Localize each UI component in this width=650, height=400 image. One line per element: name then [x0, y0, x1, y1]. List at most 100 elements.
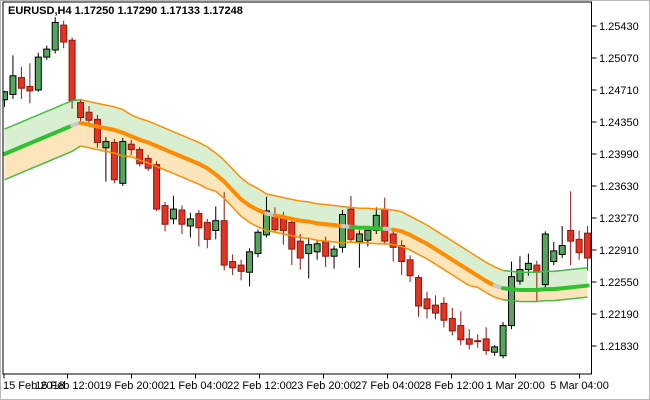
band-lower-line [80, 145, 90, 149]
band-upper-line [502, 269, 512, 273]
band-fill-lower [4, 122, 588, 302]
band-lower-line [477, 286, 487, 294]
candle-down [85, 106, 93, 125]
band-lower-line [435, 263, 445, 271]
candle-body [448, 317, 456, 332]
candle-up [305, 237, 313, 279]
band-lower-line [494, 296, 504, 301]
price-axis-label: 1.23990 [599, 149, 639, 161]
band-lower-line [409, 249, 419, 256]
candle-body [558, 245, 566, 255]
band-upper-line [317, 203, 326, 206]
candle-down [423, 291, 431, 319]
candle-down [93, 114, 101, 148]
candle-down [474, 334, 482, 348]
candle-body [415, 277, 423, 307]
band-upper-line [443, 235, 453, 242]
band-lower-line [88, 147, 98, 151]
envelope-band-lines [3, 99, 590, 303]
band-lower-line [562, 298, 571, 301]
price-axis[interactable]: 1.25430 1.25070 1.24710 1.24350 1.23990 1.236… [591, 21, 639, 353]
candle-body [431, 304, 439, 314]
price-axis-label: 1.23630 [599, 181, 639, 193]
band-lower-line [426, 258, 436, 265]
candle-down [347, 195, 355, 243]
band-lower-line [460, 279, 470, 287]
band-upper-line [325, 203, 335, 207]
candle-body [398, 245, 406, 263]
candle-body [195, 213, 203, 229]
candle-body [279, 218, 287, 231]
band-upper-line [190, 138, 200, 144]
band-lower-line [502, 299, 512, 302]
plot-area[interactable] [2, 17, 592, 359]
candle-body [516, 269, 524, 282]
candle-up [313, 240, 321, 260]
candle-down [296, 234, 304, 270]
candle-down [575, 230, 583, 260]
candle-up [355, 230, 363, 268]
candle-up [9, 55, 17, 99]
candle-body [423, 298, 431, 310]
band-lower-line [46, 157, 56, 163]
band-lower-line [300, 236, 309, 240]
band-lower-line [63, 150, 73, 156]
band-lower-line [122, 155, 132, 158]
band-upper-line [198, 141, 208, 148]
candle-up [34, 52, 42, 92]
band-upper-line [494, 266, 504, 272]
candle-body [3, 91, 8, 101]
time-axis-label: 28 Feb 12:00 [419, 380, 484, 392]
candle-body [330, 248, 338, 257]
candle-up [491, 345, 499, 356]
candle-body [161, 205, 169, 225]
candle-down [220, 192, 228, 271]
band-lower-line [147, 162, 157, 168]
price-axis-label: 1.24710 [599, 85, 639, 97]
band-middle-line [222, 179, 235, 193]
time-axis-label: 21 Feb 04:00 [163, 380, 228, 392]
candle-body [482, 338, 490, 351]
candle-body [262, 210, 270, 236]
band-upper-line [393, 209, 402, 213]
candle-body [85, 111, 93, 121]
chart-title: EURUSD,H4 1.17250 1.17290 1.17133 1.1724… [8, 5, 243, 17]
candle-body [584, 232, 592, 259]
band-fill-upper [4, 99, 588, 291]
band-lower-line [97, 148, 107, 153]
candle-down [68, 37, 76, 109]
candle-down [26, 63, 34, 104]
candle-body [127, 143, 135, 151]
candle-body [237, 264, 245, 272]
band-lower-line [342, 241, 352, 244]
candle-body [524, 262, 532, 271]
candle-body [254, 231, 262, 255]
candle-body [102, 141, 110, 149]
band-lower-line [511, 299, 521, 303]
candle-down [440, 297, 448, 328]
band-upper-line [46, 107, 56, 113]
candle-up [3, 90, 8, 107]
band-upper-line [223, 159, 234, 170]
candle-up [186, 212, 194, 238]
candle-body [440, 302, 448, 321]
candle-body [355, 233, 363, 243]
band-upper-line [570, 267, 580, 271]
time-axis-label: 19 Feb 20:00 [99, 380, 164, 392]
candle-body [136, 149, 144, 165]
band-lower-line [266, 229, 276, 233]
band-lower-line [418, 253, 428, 260]
band-upper-line [350, 206, 360, 209]
candle-down [77, 98, 85, 122]
band-upper-line [367, 207, 377, 210]
band-lower-line [232, 206, 242, 217]
price-axis-label: 1.22550 [599, 277, 639, 289]
candle-up [102, 137, 110, 182]
candle-body [68, 39, 76, 102]
candle-body [34, 56, 42, 91]
band-upper-line [418, 220, 428, 226]
band-upper-line [477, 256, 487, 264]
band-upper-line [274, 195, 284, 199]
